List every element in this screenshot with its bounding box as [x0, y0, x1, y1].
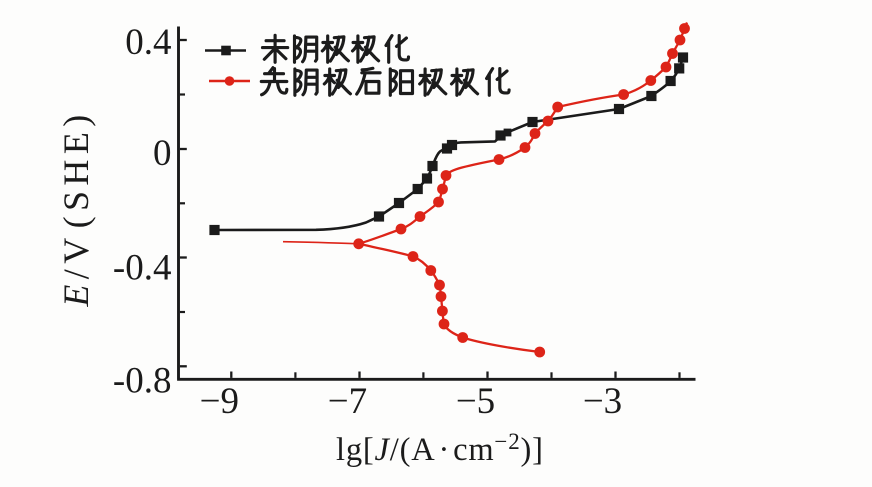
svg-text:-0.4: -0.4: [113, 247, 172, 288]
svg-text:−7: −7: [328, 381, 367, 422]
svg-text:lg[J/(A·cm−2)]: lg[J/(A·cm−2)]: [336, 429, 544, 468]
svg-text:E/V(SHE): E/V(SHE): [56, 109, 96, 307]
svg-text:0.4: 0.4: [125, 22, 171, 63]
svg-text:-0.8: -0.8: [113, 360, 172, 401]
svg-text:−5: −5: [456, 381, 495, 422]
svg-text:−3: −3: [583, 381, 622, 422]
svg-text:−9: −9: [200, 381, 239, 422]
svg-text:0: 0: [153, 133, 172, 174]
